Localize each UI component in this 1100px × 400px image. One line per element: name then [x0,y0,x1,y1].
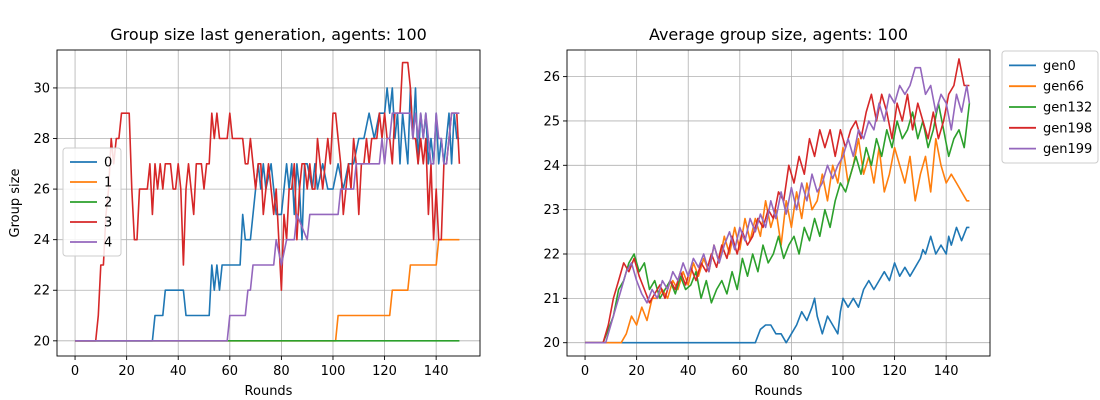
legend-label-4: 4 [104,236,112,251]
series-line-gen0 [585,226,970,344]
plot-frame [566,49,991,357]
legend-label-3: 3 [104,216,112,231]
legend-box [1001,50,1099,164]
x-tick-label: 20 [628,364,645,379]
series-line-4 [75,112,460,342]
series-line-gen132 [585,102,971,344]
y-tick-label: 20 [543,336,560,351]
legend-label-gen0: gen0 [1043,59,1076,74]
x-tick-label: 100 [831,364,856,379]
series-line-gen198 [585,58,970,344]
x-tick-label: 80 [273,364,290,379]
x-tick-label: 120 [372,364,397,379]
legend-label-gen66: gen66 [1043,80,1084,95]
legend-label-1: 1 [104,176,112,191]
chart-title: Average group size, agents: 100 [649,25,908,44]
x-tick-label: 140 [424,364,449,379]
y-tick-label: 30 [33,81,50,96]
x-axis-label: Rounds [755,384,803,399]
chart-title: Group size last generation, agents: 100 [110,25,427,44]
y-tick-label: 21 [543,292,560,307]
x-tick-label: 80 [783,364,800,379]
y-tick-label: 23 [543,203,560,218]
x-tick-label: 140 [934,364,959,379]
plot-frame [56,49,481,357]
y-tick-label: 28 [33,132,50,147]
x-tick-label: 100 [321,364,346,379]
series-line-1 [75,238,460,342]
legend-label-0: 0 [104,156,112,171]
series-line-3 [75,61,461,342]
legend-label-2: 2 [104,196,112,211]
y-tick-label: 25 [543,114,560,129]
legend: gen0 gen66 gen132 gen198 gen199 [1001,50,1099,164]
x-tick-label: 60 [732,364,749,379]
series-line-gen199 [585,66,971,344]
y-tick-label: 24 [33,233,50,248]
y-axis-label: Group size [8,169,23,238]
legend-label-gen198: gen198 [1043,121,1092,136]
x-tick-label: 60 [222,364,239,379]
y-tick-label: 24 [543,159,560,174]
y-tick-label: 20 [33,334,50,349]
legend-label-gen132: gen132 [1043,101,1092,116]
x-tick-label: 0 [581,364,589,379]
x-tick-label: 40 [680,364,697,379]
y-tick-label: 22 [33,284,50,299]
legend-label-gen199: gen199 [1043,142,1092,157]
y-tick-label: 26 [33,183,50,198]
x-tick-label: 40 [170,364,187,379]
chart-1: 0 20 40 60 80 100 120 140 20 21 22 23 24 25 26 Average … [543,25,1099,399]
y-tick-label: 22 [543,248,560,263]
y-tick-label: 26 [543,70,560,85]
x-axis-label: Rounds [245,384,293,399]
x-tick-label: 120 [882,364,907,379]
legend: 0 1 2 3 4 [62,147,122,257]
x-tick-label: 20 [118,364,135,379]
x-tick-label: 0 [71,364,79,379]
